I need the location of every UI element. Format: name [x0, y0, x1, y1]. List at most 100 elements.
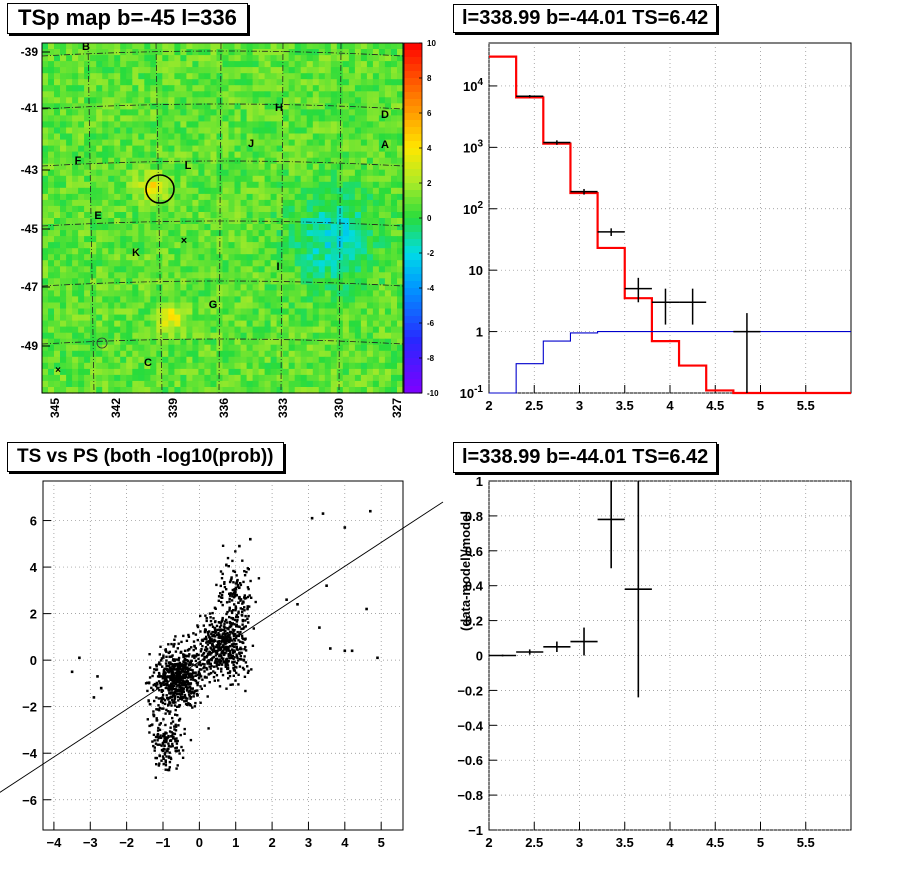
scatter-point	[184, 664, 187, 668]
map-cell	[258, 151, 266, 159]
map-cell	[150, 332, 157, 340]
map-cell	[282, 338, 290, 346]
map-cell	[240, 91, 248, 98]
map-cell	[156, 218, 163, 225]
scatter-point	[197, 671, 200, 675]
scatter-point	[225, 601, 229, 604]
map-cell	[72, 260, 79, 267]
map-cell	[324, 387, 332, 394]
map-cell	[42, 224, 49, 231]
map-cell	[252, 272, 260, 279]
map-cell	[102, 272, 109, 279]
map-cell	[270, 109, 278, 116]
map-cell	[168, 199, 175, 207]
map-cell	[294, 157, 302, 165]
scatter-point	[155, 763, 158, 766]
map-cell	[198, 254, 205, 261]
map-cell	[354, 230, 362, 237]
map-cell	[186, 332, 193, 340]
map-cell	[156, 49, 163, 56]
map-cell	[342, 181, 350, 189]
map-cell	[252, 242, 260, 249]
map-cell	[90, 260, 97, 267]
map-cell	[318, 115, 326, 122]
map-cell	[342, 218, 350, 225]
map-cell	[246, 224, 254, 231]
map-cell	[126, 115, 133, 122]
scatter-point	[164, 662, 168, 665]
scatter-point	[223, 646, 226, 649]
map-cell	[222, 266, 230, 273]
map-cell	[102, 320, 109, 328]
map-cell	[156, 121, 163, 128]
scatter-point	[176, 669, 179, 672]
map-cell	[306, 127, 314, 135]
map-cell	[294, 115, 302, 122]
map-cell	[120, 284, 127, 291]
map-cell	[222, 278, 230, 285]
map-cell	[397, 139, 404, 147]
map-cell	[78, 193, 85, 201]
map-cell	[348, 151, 356, 159]
map-cell	[276, 157, 284, 165]
scatter-point	[226, 671, 230, 675]
map-cell	[378, 296, 386, 303]
map-cell	[210, 284, 218, 291]
map-cell	[288, 290, 296, 297]
map-cell	[252, 320, 260, 328]
map-cell	[282, 387, 290, 394]
map-cell	[216, 145, 224, 153]
map-cell	[366, 350, 374, 358]
map-cell	[150, 326, 157, 334]
map-cell	[72, 332, 79, 340]
map-cell	[391, 314, 398, 322]
map-cell	[108, 85, 115, 92]
map-cell	[96, 205, 103, 213]
map-cell	[54, 127, 61, 135]
map-cell	[84, 278, 91, 285]
map-cell	[138, 212, 145, 219]
map-cell	[391, 43, 398, 50]
map-cell	[240, 338, 248, 346]
scatter-y-tick-label: −6	[22, 793, 37, 808]
map-cell	[192, 55, 199, 62]
map-cell	[264, 230, 272, 237]
map-cell	[144, 91, 151, 98]
spectrum-x-tick-label: 3	[576, 398, 583, 413]
map-cell	[360, 127, 368, 135]
scatter-point	[237, 601, 240, 604]
scatter-point	[165, 694, 168, 697]
map-cell	[162, 302, 169, 310]
map-cell	[66, 338, 73, 346]
map-cell	[222, 272, 230, 279]
scatter-point	[184, 671, 188, 674]
map-cell	[186, 230, 193, 237]
map-cell	[216, 97, 224, 104]
scatter-point	[170, 662, 174, 666]
map-cell	[276, 199, 284, 207]
map-cell	[96, 296, 103, 303]
map-x-tick-label: 333	[276, 398, 290, 418]
map-cell	[258, 139, 266, 147]
scatter-point	[225, 618, 228, 622]
map-cell	[378, 278, 386, 285]
map-cell	[54, 205, 61, 213]
map-cell	[72, 266, 79, 273]
map-cell	[108, 151, 115, 159]
center-marker: ×	[181, 235, 187, 247]
map-cell	[360, 163, 368, 171]
map-cell	[306, 362, 314, 370]
map-cell	[240, 55, 248, 62]
map-cell	[54, 230, 61, 237]
scatter-point	[153, 682, 157, 686]
map-cell	[210, 175, 218, 183]
map-cell	[150, 67, 157, 74]
map-cell	[54, 326, 61, 334]
map-cell	[48, 278, 55, 285]
map-cell	[306, 290, 314, 297]
map-cell	[258, 344, 266, 352]
map-cell	[72, 175, 79, 183]
map-cell	[348, 236, 356, 243]
colorbar-segment	[404, 176, 422, 184]
map-cell	[132, 169, 139, 177]
